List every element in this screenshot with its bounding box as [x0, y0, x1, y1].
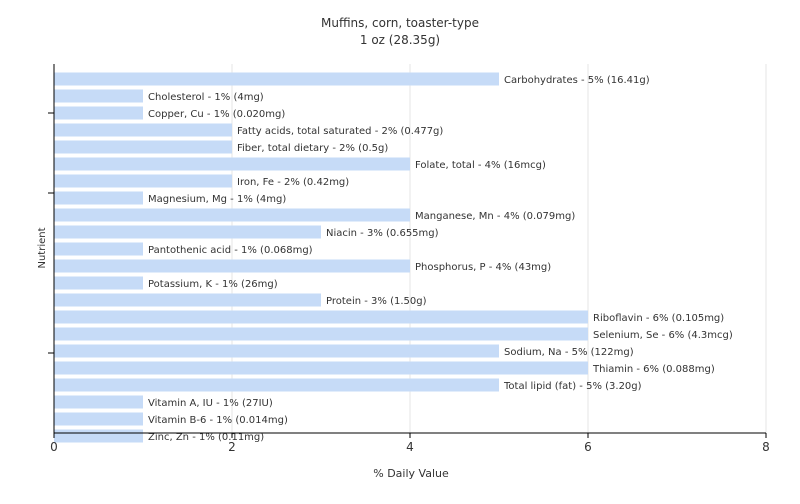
bar	[54, 191, 143, 205]
bar-label: Copper, Cu - 1% (0.020mg)	[148, 109, 285, 120]
x-tick-label: 2	[228, 440, 236, 454]
bar	[54, 378, 499, 392]
bar-label: Total lipid (fat) - 5% (3.20g)	[503, 381, 642, 392]
axes: 0 2 4 6 8	[48, 64, 770, 454]
bar	[54, 174, 232, 188]
bar	[54, 106, 143, 120]
bar-label: Phosphorus, P - 4% (43mg)	[415, 262, 551, 273]
bar	[54, 123, 232, 137]
x-tick-label: 6	[584, 440, 592, 454]
x-tick-label: 4	[406, 440, 414, 454]
bar	[54, 327, 588, 341]
bar	[54, 208, 410, 222]
bar	[54, 157, 410, 171]
bar-label: Niacin - 3% (0.655mg)	[326, 228, 439, 239]
x-axis-label: % Daily Value	[373, 467, 449, 480]
bar-label: Fatty acids, total saturated - 2% (0.477…	[237, 126, 443, 137]
bar-label: Carbohydrates - 5% (16.41g)	[504, 75, 650, 86]
bar	[54, 259, 410, 273]
chart-title: Muffins, corn, toaster-type	[321, 16, 479, 30]
bar-label: Selenium, Se - 6% (4.3mcg)	[593, 330, 733, 341]
bar-label: Folate, total - 4% (16mcg)	[415, 160, 546, 171]
x-tick-label: 8	[762, 440, 770, 454]
bar	[54, 412, 143, 426]
bar	[54, 429, 143, 443]
bar	[54, 310, 588, 324]
bars: Carbohydrates - 5% (16.41g) Cholesterol -…	[54, 72, 733, 443]
bar-label: Magnesium, Mg - 1% (4mg)	[148, 194, 286, 205]
bar-label: Cholesterol - 1% (4mg)	[148, 92, 264, 103]
bar-label: Riboflavin - 6% (0.105mg)	[593, 313, 724, 324]
bar-label: Fiber, total dietary - 2% (0.5g)	[237, 143, 388, 154]
bar-label: Manganese, Mn - 4% (0.079mg)	[415, 211, 575, 222]
bar-label: Protein - 3% (1.50g)	[326, 296, 427, 307]
bar-label: Pantothenic acid - 1% (0.068mg)	[148, 245, 313, 256]
bar-label: Thiamin - 6% (0.088mg)	[592, 364, 715, 375]
bar	[54, 72, 499, 86]
bar	[54, 344, 499, 358]
bar	[54, 276, 143, 290]
bar	[54, 89, 143, 103]
x-tick-label: 0	[50, 440, 58, 454]
bar	[54, 140, 232, 154]
bar-label: Vitamin A, IU - 1% (27IU)	[148, 398, 273, 409]
chart-subtitle: 1 oz (28.35g)	[360, 33, 440, 47]
bar-label: Zinc, Zn - 1% (0.11mg)	[148, 432, 264, 443]
bar-label: Potassium, K - 1% (26mg)	[148, 279, 278, 290]
bar-label: Sodium, Na - 5% (122mg)	[504, 347, 634, 358]
bar	[54, 395, 143, 409]
bar	[54, 225, 321, 239]
bar	[54, 361, 588, 375]
y-axis-label: Nutrient	[37, 227, 48, 268]
bar-label: Iron, Fe - 2% (0.42mg)	[237, 177, 349, 188]
bar	[54, 242, 143, 256]
bar	[54, 293, 321, 307]
bar-label: Vitamin B-6 - 1% (0.014mg)	[148, 415, 288, 426]
